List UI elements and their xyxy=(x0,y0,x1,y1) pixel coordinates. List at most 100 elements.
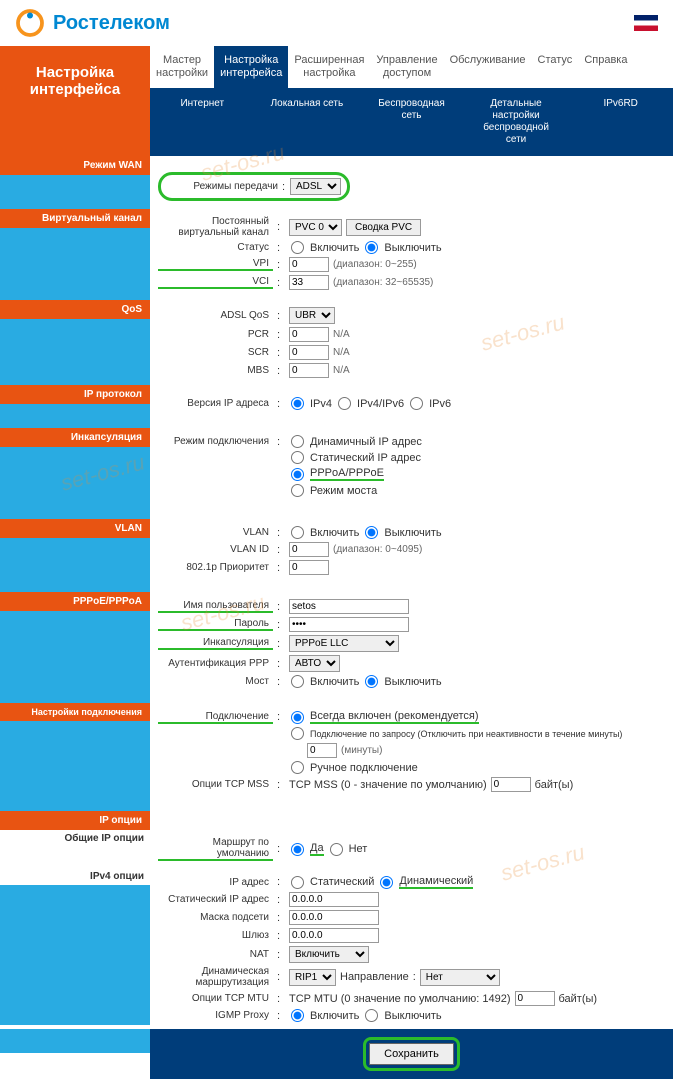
radio-dynip[interactable] xyxy=(291,435,304,448)
input-vlanid[interactable] xyxy=(289,542,329,557)
save-button[interactable]: Сохранить xyxy=(369,1043,454,1065)
tab-access[interactable]: Управлениедоступом xyxy=(370,46,443,88)
lbl-mask: Маска подсети xyxy=(158,912,273,923)
lbl-pcr: PCR xyxy=(158,329,273,340)
input-mask[interactable] xyxy=(289,910,379,925)
lbl-vci: VCI xyxy=(158,276,273,289)
input-prio[interactable] xyxy=(289,560,329,575)
radio-bridge-off[interactable] xyxy=(365,675,378,688)
radio-defroute-yes[interactable] xyxy=(291,843,304,856)
input-idle[interactable] xyxy=(307,743,337,758)
content-layout: Режим WAN Режимы передачи: ADSL Виртуаль… xyxy=(0,156,673,1079)
logo-icon xyxy=(15,8,45,38)
input-gw[interactable] xyxy=(289,928,379,943)
input-pcr[interactable] xyxy=(289,327,329,342)
radio-vlan-off[interactable] xyxy=(365,526,378,539)
radio-status-off[interactable] xyxy=(365,241,378,254)
input-username[interactable] xyxy=(289,599,409,614)
sub-tabs: Интернет Локальная сеть Беспроводная сет… xyxy=(150,88,673,156)
top-tabs: Мастернастройки Настройкаинтерфейса Расш… xyxy=(150,46,673,88)
radio-vlan-on[interactable] xyxy=(291,526,304,539)
input-staticip[interactable] xyxy=(289,892,379,907)
brand-text: Ростелеком xyxy=(53,12,170,35)
lbl-staticip: Статический IP адрес xyxy=(158,894,273,905)
select-adslqos[interactable]: UBR xyxy=(289,307,335,324)
sec-vc: Виртуальный канал xyxy=(0,209,150,228)
lbl-dynroute: Динамическая маршрутизация xyxy=(158,966,273,988)
lbl-modes: Режимы передачи xyxy=(167,181,282,192)
radio-ip-dynamic[interactable] xyxy=(380,876,393,889)
tab-help[interactable]: Справка xyxy=(578,46,633,88)
header: Ростелеком xyxy=(0,0,673,46)
sec-conn: Настройки подключения xyxy=(0,703,150,721)
radio-status-on[interactable] xyxy=(291,241,304,254)
page-title-l1: Настройка xyxy=(8,64,142,81)
sec-ipv4: IPv4 опции xyxy=(0,868,150,885)
btn-pvc-summary[interactable]: Сводка PVC xyxy=(346,219,421,236)
lbl-gw: Шлюз xyxy=(158,930,273,941)
sec-pppoe: PPPoE/PPPoA xyxy=(0,592,150,611)
radio-pppoa[interactable] xyxy=(291,468,304,481)
radio-ondemand[interactable] xyxy=(291,727,304,740)
lbl-vpi: VPI xyxy=(158,258,273,271)
lbl-enc: Инкапсуляция xyxy=(158,637,273,650)
subtab-internet[interactable]: Интернет xyxy=(150,94,255,150)
input-tcpmss[interactable] xyxy=(491,777,531,792)
select-rip[interactable]: RIP1 xyxy=(289,969,336,986)
lbl-mbs: MBS xyxy=(158,365,273,376)
radio-manual[interactable] xyxy=(291,761,304,774)
radio-always[interactable] xyxy=(291,711,304,724)
radio-ipv46[interactable] xyxy=(338,397,351,410)
lbl-defroute: Маршрут по умолчанию xyxy=(158,837,273,861)
lbl-user: Имя пользователя xyxy=(158,600,273,613)
input-password[interactable] xyxy=(289,617,409,632)
lbl-scr: SCR xyxy=(158,347,273,358)
lbl-pvc: Постоянный виртуальный канал xyxy=(158,216,273,238)
lang-flag-icon[interactable] xyxy=(634,15,658,31)
sec-encap: Инкапсуляция xyxy=(0,428,150,447)
lbl-auth: Аутентификация PPP xyxy=(158,658,273,669)
lbl-connmode: Режим подключения xyxy=(158,436,273,447)
radio-igmp-off[interactable] xyxy=(365,1009,378,1022)
input-scr[interactable] xyxy=(289,345,329,360)
subtab-wireless[interactable]: Беспроводная сеть xyxy=(359,94,464,150)
radio-bridge[interactable] xyxy=(291,484,304,497)
lbl-tcpmtu: Опции TCP MTU xyxy=(158,993,273,1004)
select-nat[interactable]: Включить xyxy=(289,946,369,963)
radio-igmp-on[interactable] xyxy=(291,1009,304,1022)
subtab-wireless-adv[interactable]: Детальные настройки беспроводной сети xyxy=(464,94,569,150)
subtab-ipv6rd[interactable]: IPv6RD xyxy=(568,94,673,150)
input-vpi[interactable] xyxy=(289,257,329,272)
radio-ipv6[interactable] xyxy=(410,397,423,410)
save-bar: Сохранить xyxy=(150,1029,673,1079)
select-pvc[interactable]: PVC 0 xyxy=(289,219,342,236)
radio-statip[interactable] xyxy=(291,451,304,464)
radio-bridge-on[interactable] xyxy=(291,675,304,688)
lbl-ipaddr: IP адрес xyxy=(158,877,273,888)
lbl-pass: Пароль xyxy=(158,618,273,631)
lbl-vlanid: VLAN ID xyxy=(158,544,273,555)
select-direction[interactable]: Нет xyxy=(420,969,500,986)
tab-wizard[interactable]: Мастернастройки xyxy=(150,46,214,88)
input-vci[interactable] xyxy=(289,275,329,290)
tab-status[interactable]: Статус xyxy=(532,46,579,88)
page-title: Настройка интерфейса xyxy=(0,46,150,156)
radio-ip-static[interactable] xyxy=(291,876,304,889)
sec-ipgen: Общие IP опции xyxy=(0,830,150,847)
tab-advanced[interactable]: Расширеннаянастройка xyxy=(288,46,370,88)
input-mbs[interactable] xyxy=(289,363,329,378)
lbl-bridge: Мост xyxy=(158,676,273,687)
tab-interface[interactable]: Настройкаинтерфейса xyxy=(214,46,288,88)
select-auth[interactable]: АВТО xyxy=(289,655,340,672)
sec-vlan: VLAN xyxy=(0,519,150,538)
logo: Ростелеком xyxy=(15,8,170,38)
input-tcpmtu[interactable] xyxy=(515,991,555,1006)
tab-maintenance[interactable]: Обслуживание xyxy=(444,46,532,88)
select-encap[interactable]: PPPoE LLC xyxy=(289,635,399,652)
radio-defroute-no[interactable] xyxy=(330,843,343,856)
select-transfer-mode[interactable]: ADSL xyxy=(290,178,341,195)
radio-ipv4[interactable] xyxy=(291,397,304,410)
sec-ipopt: IP опции xyxy=(0,811,150,830)
lbl-ipver: Версия IP адреса xyxy=(158,398,273,409)
subtab-lan[interactable]: Локальная сеть xyxy=(255,94,360,150)
